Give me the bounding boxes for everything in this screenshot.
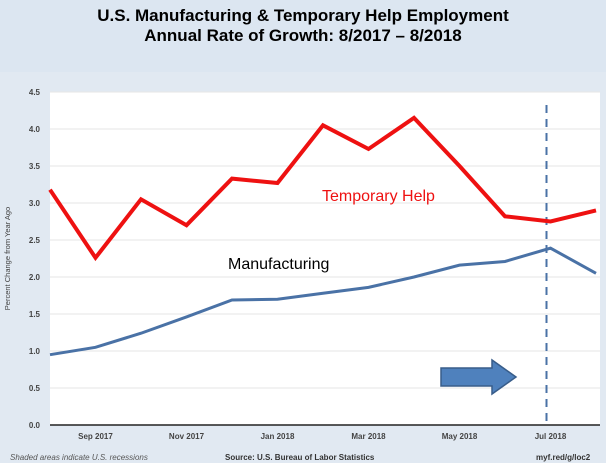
y-tick-label: 0.0 (29, 421, 41, 430)
plot-area (50, 92, 600, 425)
y-axis-label: Percent Change from Year Ago (3, 207, 12, 310)
y-tick-label: 1.5 (29, 310, 41, 319)
y-tick-label: 2.0 (29, 273, 41, 282)
x-tick-label: Nov 2017 (169, 432, 205, 441)
y-tick-label: 1.0 (29, 347, 41, 356)
x-tick-label: May 2018 (442, 432, 478, 441)
y-tick-label: 0.5 (29, 384, 41, 393)
y-tick-label: 2.5 (29, 236, 41, 245)
y-tick-label: 4.5 (29, 88, 41, 97)
y-tick-label: 3.5 (29, 162, 41, 171)
footer-recession-note: Shaded areas indicate U.S. recessions (10, 453, 148, 462)
x-tick-label: Sep 2017 (78, 432, 113, 441)
series-label-temporary-help: Temporary Help (322, 188, 435, 205)
footer-link[interactable]: myf.red/g/loc2 (536, 453, 591, 462)
chart-subtitle: Annual Rate of Growth: 8/2017 – 8/2018 (144, 26, 462, 45)
x-tick-label: Jan 2018 (261, 432, 295, 441)
x-tick-label: Mar 2018 (351, 432, 386, 441)
y-tick-label: 4.0 (29, 125, 41, 134)
arrow-right-icon (440, 358, 518, 396)
title-band (0, 0, 606, 72)
chart-title: U.S. Manufacturing & Temporary Help Empl… (97, 6, 509, 25)
footer-source: Source: U.S. Bureau of Labor Statistics (225, 453, 375, 462)
series-label-manufacturing: Manufacturing (228, 256, 329, 273)
x-tick-label: Jul 2018 (535, 432, 567, 441)
chart-title-block: U.S. Manufacturing & Temporary Help Empl… (0, 6, 606, 46)
y-tick-label: 3.0 (29, 199, 41, 208)
